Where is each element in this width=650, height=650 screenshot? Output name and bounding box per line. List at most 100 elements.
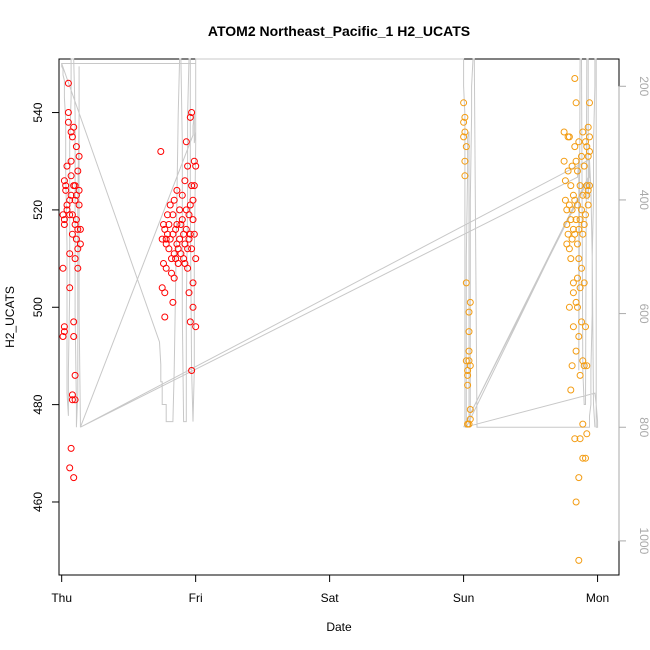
- data-point: [574, 167, 581, 175]
- data-point: [67, 157, 75, 165]
- data-point: [561, 177, 569, 185]
- data-point: [178, 191, 186, 199]
- y-right-tick-label: 400: [637, 190, 650, 210]
- x-tick-label: Sun: [453, 591, 474, 605]
- data-point: [66, 464, 74, 472]
- data-point: [579, 357, 587, 365]
- data-point: [576, 371, 584, 379]
- data-point: [160, 221, 167, 228]
- data-point: [161, 313, 169, 321]
- data-point: [569, 279, 577, 287]
- data-point: [571, 143, 579, 151]
- data-point: [560, 157, 568, 165]
- data-point: [75, 201, 83, 209]
- data-point: [580, 279, 588, 287]
- data-point: [580, 362, 588, 370]
- data-point: [575, 474, 583, 482]
- data-point: [575, 225, 583, 233]
- plot-frame: [58, 58, 620, 576]
- data-point: [161, 289, 169, 297]
- y-right-tick-label: 600: [637, 304, 650, 324]
- data-point: [157, 148, 165, 155]
- x-tick-label: Fri: [189, 591, 203, 605]
- data-point: [464, 371, 472, 379]
- data-point: [76, 240, 84, 248]
- data-point: [461, 157, 469, 165]
- altitude-line: [60, 58, 599, 428]
- data-point: [460, 99, 468, 107]
- data-point: [177, 221, 185, 228]
- data-point: [70, 333, 78, 340]
- data-point: [68, 396, 76, 404]
- data-point: [466, 362, 474, 370]
- data-point: [72, 143, 80, 151]
- data-point: [164, 211, 171, 219]
- data-point: [62, 182, 70, 190]
- data-point: [67, 172, 75, 180]
- data-point: [561, 196, 569, 204]
- data-point: [584, 186, 592, 194]
- data-point: [63, 162, 71, 170]
- data-point: [462, 143, 470, 151]
- data-point: [181, 177, 189, 185]
- data-point: [64, 79, 72, 87]
- data-point: [74, 225, 82, 233]
- data-point: [580, 162, 588, 170]
- data-point: [583, 430, 591, 438]
- data-point: [60, 216, 68, 224]
- data-point: [464, 381, 472, 389]
- data-point: [583, 182, 591, 190]
- data-point: [70, 182, 78, 190]
- data-point: [71, 196, 79, 204]
- data-point: [565, 303, 573, 311]
- data-point: [181, 260, 189, 267]
- data-point: [465, 357, 473, 365]
- y-tick-label: 540: [31, 102, 45, 122]
- data-point: [466, 298, 474, 306]
- data-point: [462, 357, 470, 365]
- data-point: [172, 225, 180, 233]
- data-points: [59, 75, 593, 564]
- data-point: [567, 216, 575, 224]
- data-point: [182, 225, 190, 233]
- data-point: [188, 245, 196, 253]
- data-point: [461, 172, 469, 180]
- y-right-tick-label: 200: [637, 76, 650, 96]
- data-point: [567, 182, 575, 190]
- data-point: [64, 118, 72, 126]
- data-point: [190, 157, 198, 165]
- data-point: [572, 216, 580, 224]
- data-point: [70, 474, 78, 482]
- data-point: [64, 109, 72, 116]
- data-point: [567, 255, 575, 263]
- data-point: [74, 167, 82, 175]
- data-point: [465, 347, 473, 355]
- data-point: [582, 323, 589, 331]
- data-point: [173, 221, 181, 228]
- data-point: [571, 435, 579, 443]
- data-point: [176, 206, 184, 214]
- data-point: [185, 289, 193, 297]
- data-point: [185, 235, 193, 243]
- data-point: [572, 498, 580, 506]
- data-point: [572, 157, 580, 165]
- data-point: [567, 386, 575, 394]
- data-point: [564, 230, 572, 238]
- data-point: [173, 186, 181, 194]
- data-point: [575, 333, 583, 340]
- x-tick-label: Mon: [586, 591, 609, 605]
- data-point: [75, 186, 83, 194]
- data-point: [186, 113, 194, 121]
- x-axis-label: Date: [326, 620, 352, 634]
- data-point: [576, 216, 584, 224]
- data-point: [189, 216, 197, 224]
- data-point: [460, 118, 468, 126]
- x-tick-label: Sat: [321, 591, 340, 605]
- data-point: [583, 362, 591, 370]
- data-point: [60, 177, 68, 185]
- data-point: [579, 420, 587, 428]
- data-point: [579, 128, 587, 136]
- data-point: [583, 191, 591, 199]
- data-point: [579, 230, 587, 238]
- data-point: [465, 308, 473, 316]
